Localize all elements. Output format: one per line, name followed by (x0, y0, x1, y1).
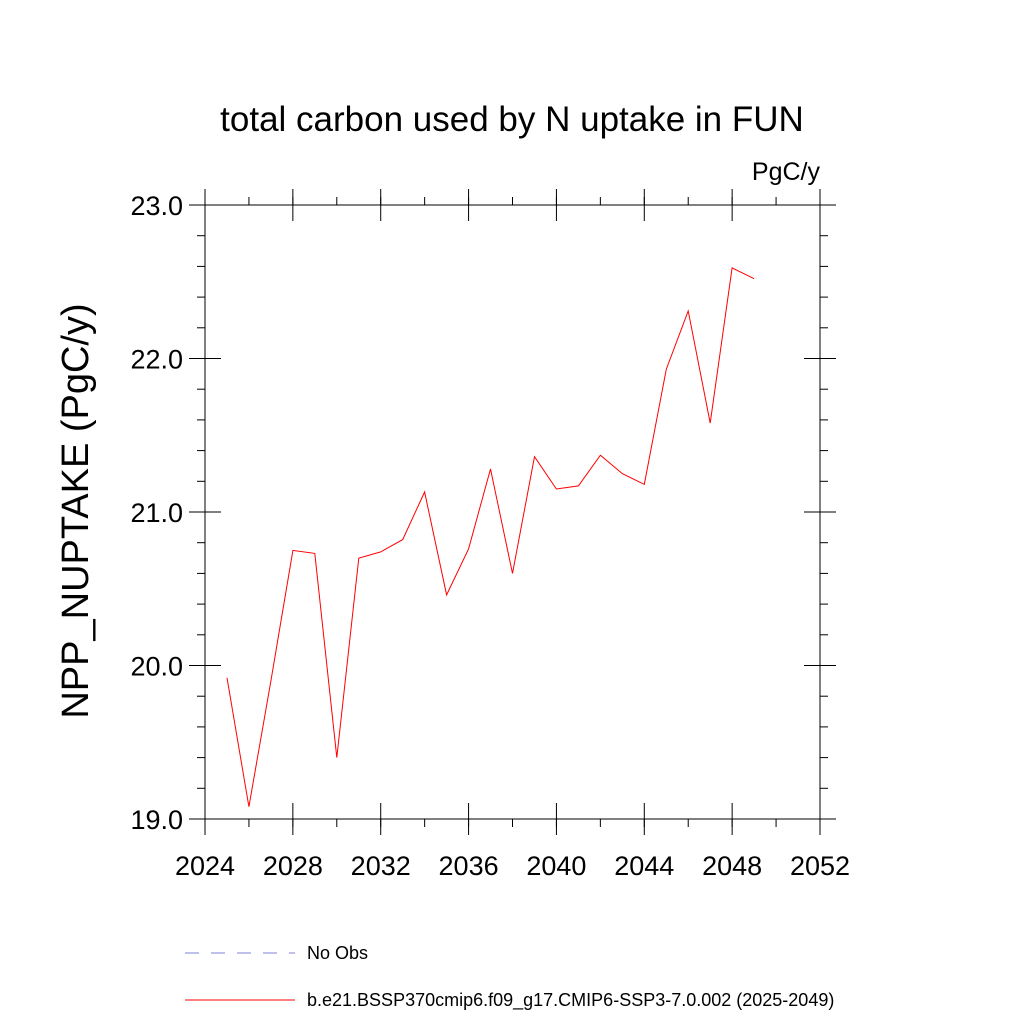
y-tick-labels: 19.0 20.0 21.0 22.0 23.0 (130, 191, 183, 835)
y-tick-label: 19.0 (130, 805, 183, 835)
chart-title: total carbon used by N uptake in FUN (220, 100, 804, 139)
legend-label-1: b.e21.BSSP370cmip6.f09_g17.CMIP6-SSP3-7.… (307, 990, 834, 1011)
plot-frame (204, 204, 821, 820)
y-axis-label: NPP_NUPTAKE (PgC/y) (55, 303, 97, 718)
y-tick-label: 20.0 (130, 652, 183, 682)
x-tick-label: 2028 (263, 851, 323, 881)
units-label: PgC/y (752, 158, 821, 186)
y-tick-label: 23.0 (130, 191, 183, 221)
x-tick-label: 2032 (351, 851, 411, 881)
x-tick-label: 2044 (614, 851, 674, 881)
legend-label-0: No Obs (307, 943, 368, 963)
series-line-1 (226, 267, 755, 807)
x-tick-label: 2040 (526, 851, 586, 881)
x-tick-labels: 2024 2028 2032 2036 2040 2044 2048 2052 (175, 851, 850, 881)
series-lines (226, 267, 755, 807)
minor-ticks (197, 197, 828, 827)
y-tick-label: 22.0 (130, 345, 183, 375)
y-tick-label: 21.0 (130, 498, 183, 528)
major-ticks (189, 189, 836, 835)
x-tick-label: 2048 (702, 851, 762, 881)
legend: No Obs b.e21.BSSP370cmip6.f09_g17.CMIP6-S… (185, 943, 834, 1011)
x-tick-label: 2052 (790, 851, 850, 881)
x-tick-label: 2024 (175, 851, 235, 881)
x-tick-label: 2036 (439, 851, 499, 881)
